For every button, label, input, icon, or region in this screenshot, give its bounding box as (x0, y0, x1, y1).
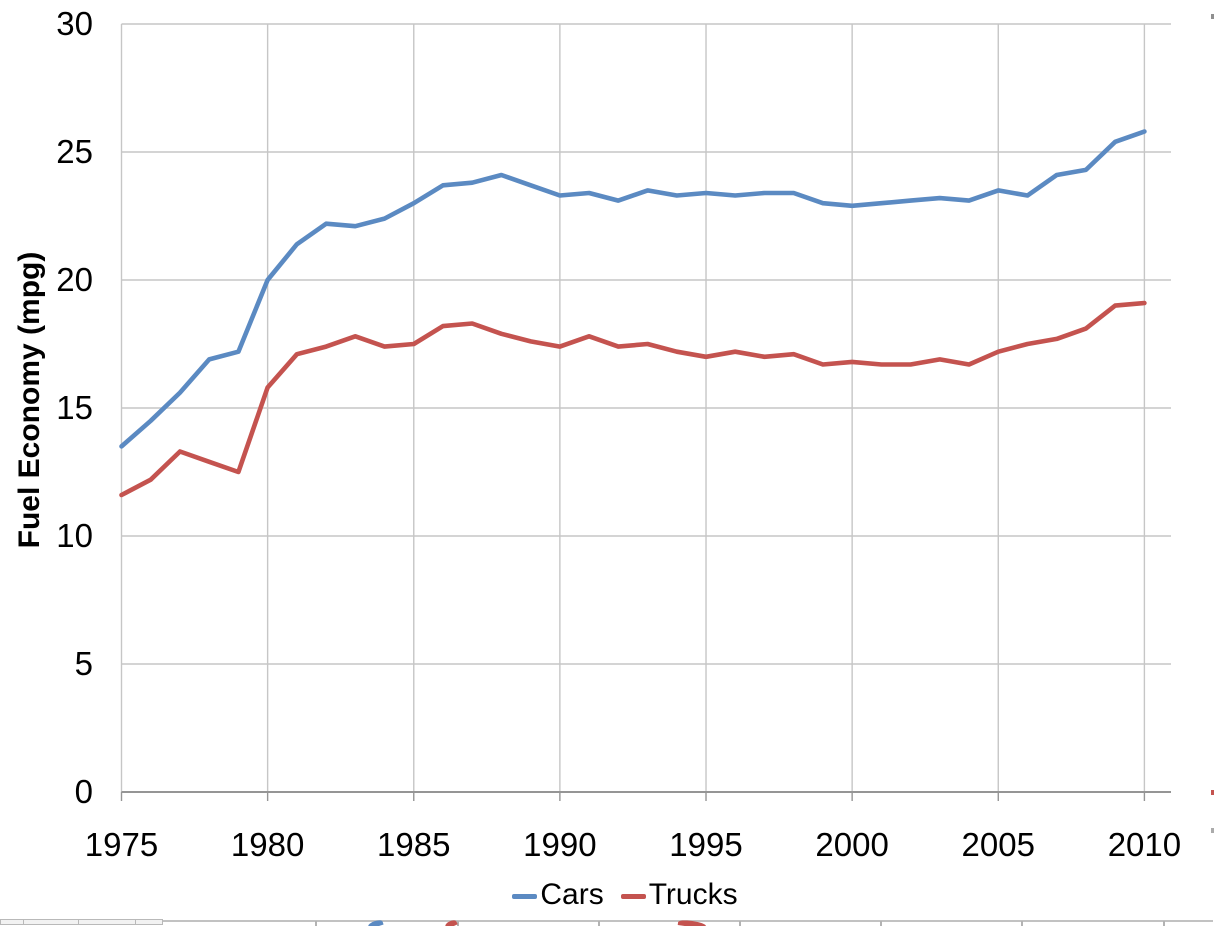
x-tick-label: 1985 (377, 826, 450, 863)
clipped-gridline-tick (1021, 921, 1023, 926)
y-tick-label: 0 (75, 773, 93, 810)
legend-label-cars: Cars (540, 878, 604, 911)
right-edge-gray-notch (1211, 828, 1214, 833)
clipped-cell (78, 919, 136, 925)
right-edge-notch (1211, 14, 1214, 19)
clipped-gridline-tick (315, 921, 317, 926)
trucks-line[interactable] (119, 300, 1147, 498)
x-tick-label: 1995 (669, 826, 742, 863)
clipped-gridline-tick (457, 921, 459, 926)
y-tick-label: 30 (56, 5, 93, 42)
y-axis-title: Fuel Economy (mpg) (13, 251, 46, 549)
clipped-gridline-tick (598, 921, 600, 926)
cars-line[interactable] (119, 129, 1147, 449)
clipped-chart-top-border (0, 920, 1213, 922)
right-edge-red-notch (1211, 790, 1214, 795)
clipped-gridline-tick (880, 921, 882, 926)
x-tick-label: 1990 (523, 826, 596, 863)
y-tick-label: 20 (56, 261, 93, 298)
y-tick-label: 25 (56, 133, 93, 170)
clipped-cell (0, 919, 24, 925)
y-tick-label: 15 (56, 389, 93, 426)
cars-line-swatch-icon (512, 894, 538, 899)
clipped-cell (23, 919, 79, 925)
y-tick-label: 5 (75, 645, 93, 682)
clipped-cell (135, 919, 163, 925)
x-tick-label: 2000 (815, 826, 888, 863)
trucks-line-swatch-icon (620, 894, 646, 899)
x-tick-label: 2005 (962, 826, 1035, 863)
clipped-gridline-tick (739, 921, 741, 926)
legend-item-trucks[interactable]: Trucks (620, 878, 738, 912)
x-tick-label: 1980 (231, 826, 304, 863)
legend-label-trucks: Trucks (648, 878, 738, 911)
y-tick-label: 10 (56, 517, 93, 554)
x-tick-label: 1975 (85, 826, 158, 863)
legend: Cars Trucks (0, 878, 1215, 912)
clipped-gridline-tick (1163, 921, 1165, 926)
legend-item-cars[interactable]: Cars (512, 878, 604, 912)
x-tick-label: 2010 (1108, 826, 1181, 863)
